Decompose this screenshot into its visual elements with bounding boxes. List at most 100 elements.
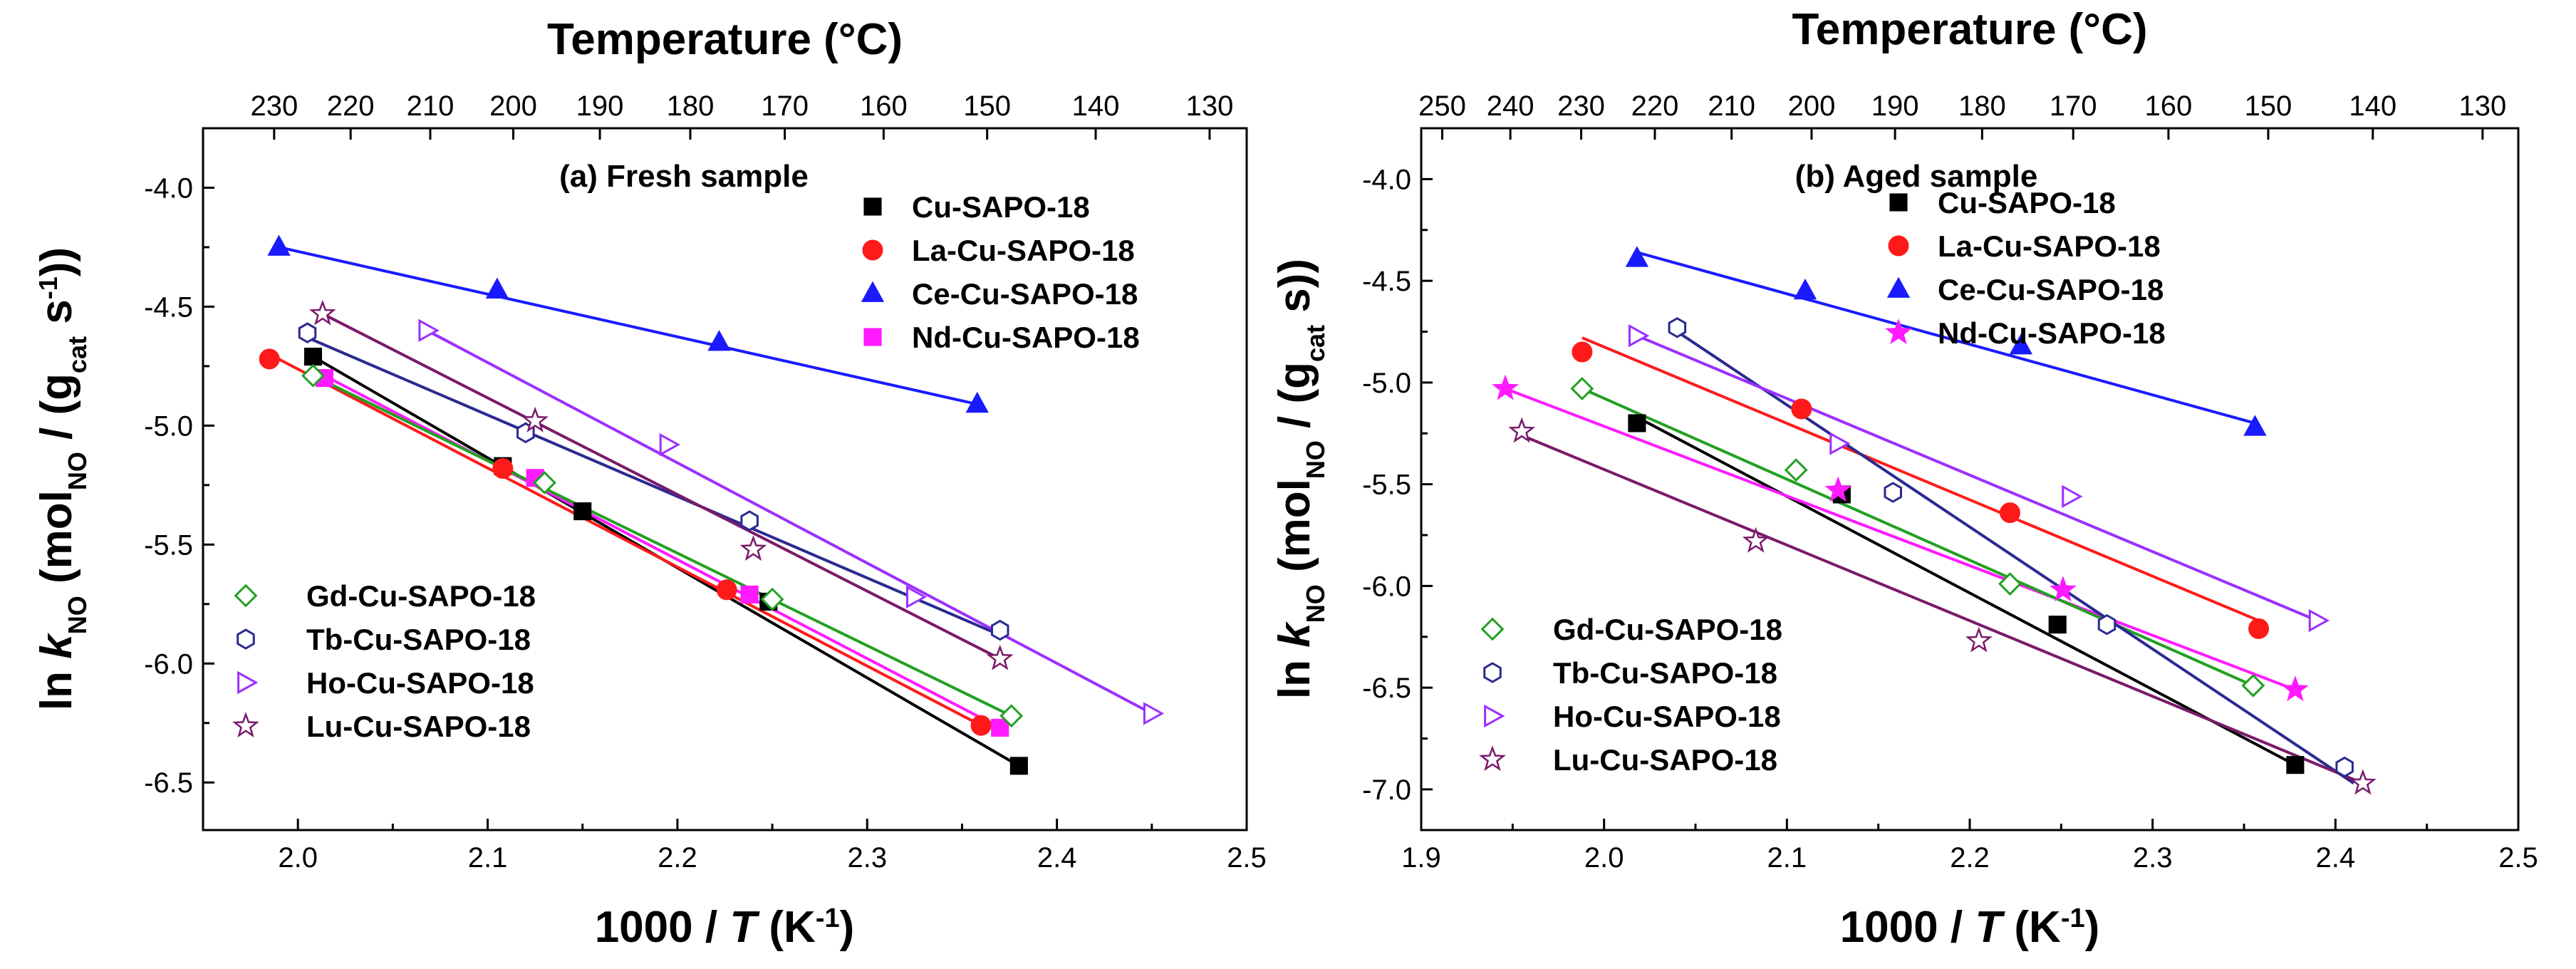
legend-marker-la-cu-sapo-18: [1888, 235, 1909, 256]
data-point-gd-cu-sapo-18: [301, 363, 325, 388]
x-tick-label: 2.5: [1227, 842, 1267, 874]
data-point-nd-cu-sapo-18: [1824, 476, 1852, 502]
top-tick-label: 170: [2050, 90, 2097, 122]
top-tick-label: 130: [2458, 90, 2506, 122]
legend-marker-tb-cu-sapo-18: [237, 628, 255, 650]
points-tb-cu-sapo-18: [1668, 317, 2354, 778]
series-la-cu-sapo-18: [269, 353, 982, 727]
points-ce-cu-sapo-18: [267, 234, 989, 413]
legend-marker-ho-cu-sapo-18: [1484, 704, 1505, 728]
top-tick-label: 140: [2349, 90, 2396, 122]
legend-label-nd-cu-sapo-18: Nd-Cu-SAPO-18: [1938, 316, 2166, 350]
x-tick-label: 2.1: [468, 842, 508, 874]
data-point-ho-cu-sapo-18: [1143, 702, 1165, 725]
points-ho-cu-sapo-18: [418, 318, 1165, 725]
data-point-ho-cu-sapo-18: [418, 318, 440, 343]
y-tick-label: -6.5: [144, 767, 193, 799]
y-tick-label: -5.0: [144, 410, 193, 442]
data-point-lu-cu-sapo-18: [308, 299, 336, 326]
top-tick-label: 210: [407, 90, 455, 122]
points-ho-cu-sapo-18: [1628, 324, 2330, 633]
fit-line-tb-cu-sapo-18: [1676, 330, 2355, 784]
legend-marker-gd-cu-sapo-18: [234, 584, 258, 608]
legend-marker-ho-cu-sapo-18: [237, 670, 259, 695]
x-axis-title: 1000 / T (K-1): [1840, 903, 2100, 952]
data-point-lu-cu-sapo-18: [521, 406, 549, 432]
data-point-ce-cu-sapo-18: [267, 234, 291, 256]
top-tick-label: 220: [327, 90, 375, 122]
x-tick-label: 2.5: [2498, 842, 2538, 874]
data-point-tb-cu-sapo-18: [990, 619, 1009, 641]
y-tick-label: -4.5: [1362, 266, 1411, 297]
top-tick-label: 200: [489, 90, 537, 122]
x-tick-label: 2.3: [847, 842, 887, 874]
legend-label-gd-cu-sapo-18: Gd-Cu-SAPO-18: [306, 579, 536, 613]
legend-label-cu-sapo-18: Cu-SAPO-18: [1938, 186, 2116, 219]
x-tick-label: 2.0: [278, 842, 318, 874]
series-ho-cu-sapo-18: [426, 329, 1153, 715]
data-point-ho-cu-sapo-18: [905, 585, 928, 608]
y-tick-label: -6.5: [1362, 673, 1411, 704]
legend-label-tb-cu-sapo-18: Tb-Cu-SAPO-18: [1553, 656, 1777, 690]
fit-line-ho-cu-sapo-18: [426, 329, 1153, 715]
series-nd-cu-sapo-18: [323, 374, 1001, 730]
plot-frame: [202, 127, 1248, 831]
legend-marker-lu-cu-sapo-18: [232, 712, 259, 738]
data-point-tb-cu-sapo-18: [1884, 482, 1902, 503]
data-point-la-cu-sapo-18: [259, 348, 280, 370]
top-axis-title: Temperature (°C): [547, 15, 903, 64]
panel-a-fresh-sample: 2.0 2.1 2.2 2.3 2.4 2.5 -4.0 -4.5 -5.0 -5.5 -6.0 -6…: [32, 15, 1267, 952]
y-tick-label: -4.5: [144, 291, 193, 323]
data-point-cu-sapo-18: [1009, 757, 1028, 775]
data-point-tb-cu-sapo-18: [740, 510, 759, 532]
points-gd-cu-sapo-18: [301, 363, 1024, 728]
fit-line-la-cu-sapo-18: [1582, 336, 2260, 622]
legend-marker-cu-sapo-18: [863, 197, 882, 216]
data-point-la-cu-sapo-18: [1791, 398, 1812, 420]
top-tick-label: 240: [1487, 90, 1534, 122]
points-ce-cu-sapo-18: [1625, 246, 2267, 436]
data-point-ce-cu-sapo-18: [1625, 246, 1649, 267]
fit-line-nd-cu-sapo-18: [1505, 387, 2296, 691]
data-point-cu-sapo-18: [2048, 616, 2067, 634]
y-tick-label: -4.0: [1362, 164, 1411, 195]
data-point-nd-cu-sapo-18: [740, 585, 759, 603]
top-tick-label: 220: [1631, 90, 1679, 122]
data-point-gd-cu-sapo-18: [760, 587, 784, 611]
data-point-la-cu-sapo-18: [492, 457, 514, 479]
data-point-ce-cu-sapo-18: [707, 330, 731, 351]
data-point-nd-cu-sapo-18: [991, 718, 1009, 737]
panel-title: (a) Fresh sample: [559, 159, 809, 194]
data-point-gd-cu-sapo-18: [1784, 458, 1808, 482]
legend-marker-lu-cu-sapo-18: [1479, 745, 1506, 772]
legend-marker-tb-cu-sapo-18: [1483, 662, 1502, 683]
x-tick-label: 2.0: [1584, 842, 1624, 874]
legend-marker-la-cu-sapo-18: [862, 239, 883, 261]
top-tick-label: 190: [576, 90, 624, 122]
data-point-cu-sapo-18: [1628, 414, 1646, 432]
legend-label-nd-cu-sapo-18: Nd-Cu-SAPO-18: [912, 321, 1140, 354]
y-axis-title: ln kNO (molNO / (gcat s-1)): [32, 247, 92, 710]
data-point-tb-cu-sapo-18: [298, 322, 317, 343]
data-point-lu-cu-sapo-18: [739, 535, 767, 561]
fit-line-tb-cu-sapo-18: [306, 336, 1001, 637]
x-tick-label: 1.9: [1401, 842, 1441, 874]
points-tb-cu-sapo-18: [298, 322, 1009, 641]
top-tick-label: 210: [1708, 90, 1755, 122]
points-nd-cu-sapo-18: [1492, 374, 2309, 702]
points-la-cu-sapo-18: [259, 348, 992, 736]
data-point-gd-cu-sapo-18: [2241, 673, 2265, 698]
legend-marker-nd-cu-sapo-18: [863, 328, 882, 346]
series-la-cu-sapo-18: [1582, 336, 2260, 622]
series-tb-cu-sapo-18: [306, 336, 1001, 637]
data-point-ho-cu-sapo-18: [659, 432, 680, 457]
top-tick-label: 200: [1788, 90, 1836, 122]
legend-marker-ce-cu-sapo-18: [1886, 276, 1911, 298]
top-tick-label: 160: [2145, 90, 2193, 122]
top-tick-label: 180: [667, 90, 715, 122]
data-point-tb-cu-sapo-18: [2335, 756, 2354, 778]
y-tick-label: -4.0: [144, 172, 193, 204]
data-point-la-cu-sapo-18: [1572, 341, 1593, 363]
legend-label-tb-cu-sapo-18: Tb-Cu-SAPO-18: [306, 623, 531, 656]
data-point-ce-cu-sapo-18: [485, 277, 509, 299]
